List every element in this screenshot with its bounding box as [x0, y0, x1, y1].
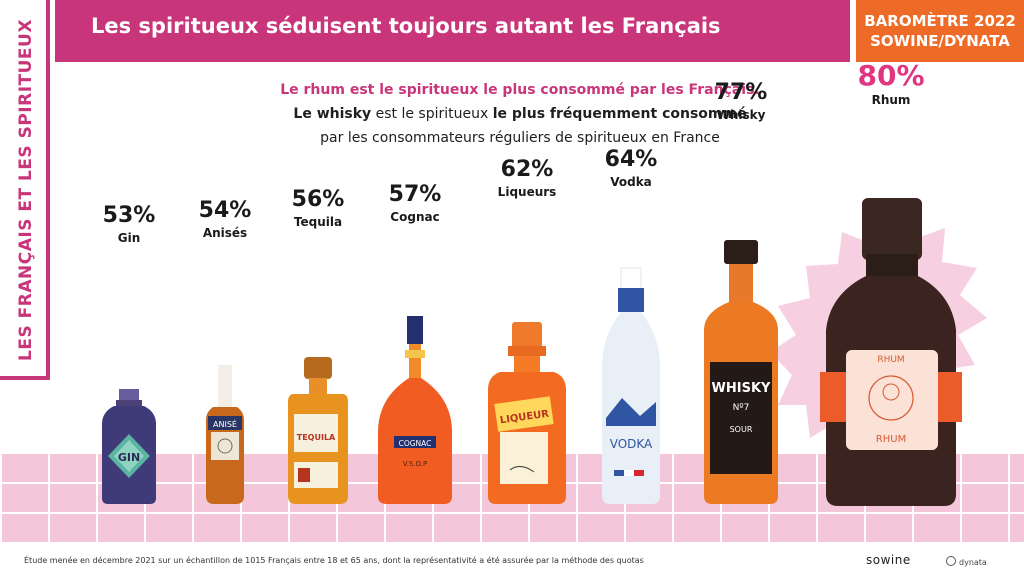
value-label-4: 62% — [500, 156, 554, 182]
footer-area — [0, 544, 1024, 576]
liqueur-bottle: LIQUEUR — [488, 322, 566, 504]
rhum-label-top: RHUM — [877, 355, 904, 365]
intro-mid: est le spiritueux — [371, 106, 493, 122]
intro-line-2: Le whisky est le spiritueux le plus fréq… — [200, 102, 840, 126]
intro-text: Le rhum est le spiritueux le plus consom… — [200, 78, 840, 150]
category-label-5: Vodka — [610, 174, 652, 189]
barometer-badge: BAROMÈTRE 2022 SOWINE/DYNATA — [856, 0, 1024, 62]
gin-label: GIN — [118, 451, 140, 464]
vodka-label: VODKA — [610, 437, 653, 451]
anise-label: ANISÉ — [213, 418, 237, 429]
value-label-7: 80% — [857, 59, 925, 92]
footnote: Étude menée en décembre 2021 sur un écha… — [24, 556, 644, 565]
tequila-bottle: TEQUILA — [288, 357, 348, 504]
rhum-bottle: RHUM RHUM — [820, 198, 962, 506]
value-label-3: 57% — [388, 182, 442, 208]
header-bar: Les spiritueux séduisent toujours autant… — [55, 0, 850, 62]
sowine-logo: sowine — [866, 553, 911, 567]
badge-line-2: SOWINE/DYNATA — [870, 32, 1010, 50]
category-label-6: Whisky — [716, 108, 766, 123]
page-title: Les spiritueux séduisent toujours autant… — [91, 14, 721, 38]
intro-line-3: par les consommateurs réguliers de spiri… — [320, 130, 720, 146]
cognac-bottle: COGNAC V.S.O.P — [378, 316, 452, 504]
cognac-sub-label: V.S.O.P — [403, 460, 427, 468]
intro-line-1: Le rhum est le spiritueux le plus consom… — [280, 82, 760, 98]
value-label-1: 54% — [198, 197, 252, 223]
vodka-bottle: VODKA — [602, 267, 660, 504]
category-label-7: Rhum — [871, 93, 911, 107]
category-label-1: Anisés — [202, 225, 248, 240]
value-label-2: 56% — [291, 187, 345, 213]
anise-bottle: ANISÉ — [206, 365, 244, 504]
side-frame — [0, 0, 50, 380]
whisky-number-label: Nº7 — [733, 403, 750, 413]
value-label-5: 64% — [604, 146, 658, 172]
category-label-2: Tequila — [293, 215, 343, 230]
rhum-label-bottom: RHUM — [876, 434, 906, 445]
category-label-0: Gin — [117, 230, 141, 245]
intro-whisky: Le whisky — [293, 106, 372, 122]
gin-bottle: GIN — [102, 389, 156, 504]
whisky-sub-label: SOUR — [730, 425, 753, 434]
tequila-label: TEQUILA — [297, 433, 336, 442]
dynata-logo: dynata — [946, 556, 987, 567]
intro-frequent: le plus fréquemment consommé — [492, 106, 747, 122]
whisky-label: WHISKY — [712, 381, 771, 396]
badge-line-1: BAROMÈTRE 2022 — [864, 12, 1016, 30]
whisky-bottle: WHISKY Nº7 SOUR — [704, 240, 778, 504]
category-label-4: Liqueurs — [497, 184, 557, 199]
value-label-6: 77% — [714, 80, 768, 106]
category-label-3: Cognac — [390, 210, 440, 225]
cognac-label: COGNAC — [399, 439, 432, 448]
value-label-0: 53% — [102, 202, 156, 228]
